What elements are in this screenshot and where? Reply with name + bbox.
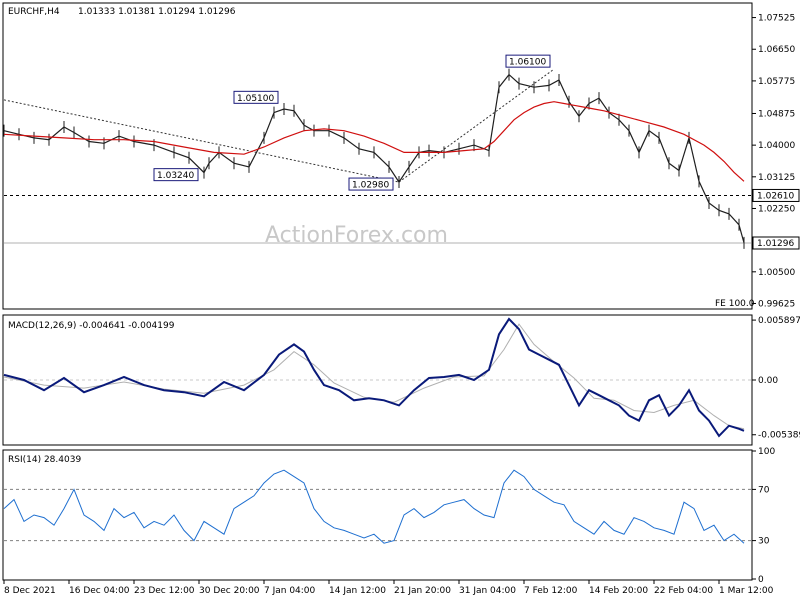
macd-panel: 0.005897 0.00 -0.005389 — [3, 316, 800, 441]
price-line — [3, 73, 745, 244]
macd-title: MACD(12,26,9) -0.004641 -0.004199 — [8, 321, 175, 331]
price-axis-tick-label: 1.02250 — [758, 204, 795, 214]
macd-signal-line — [3, 323, 745, 430]
price-axis-tick-label: 1.07525 — [758, 14, 795, 24]
price-axis-tick-label: 1.04875 — [758, 109, 795, 119]
price-axis-tick-label: 1.00500 — [758, 268, 795, 278]
rsi-axis-tick-label: 70 — [758, 485, 770, 495]
price-panel-frame — [2, 2, 753, 310]
ohlc-label: 1.01333 1.01381 1.01294 1.01296 — [78, 7, 236, 17]
price-annotation-box — [505, 54, 551, 68]
price-axis-tick-label: 1.05775 — [758, 77, 795, 87]
fe-label: FE 100.0 — [715, 299, 755, 309]
x-tick-label: 14 Feb 20:00 — [589, 586, 648, 596]
rsi-line — [3, 469, 745, 544]
hline-tag — [752, 188, 800, 202]
x-tick-label: 22 Feb 04:00 — [654, 586, 713, 596]
x-tick-label: 7 Jan 04:00 — [264, 586, 316, 596]
x-tick-label: 30 Dec 20:00 — [199, 586, 260, 596]
moving-average-line — [3, 101, 745, 182]
price-annotation-label: 1.02980 — [352, 181, 389, 191]
rsi-panel-frame — [2, 449, 753, 581]
trendline-0 — [3, 99, 400, 183]
macd-axis-tick-label: 0.005897 — [758, 316, 800, 326]
price-axis-tick-label: 1.03125 — [758, 173, 795, 183]
price-annotation-label: 1.05100 — [237, 94, 274, 104]
x-tick-label: 14 Jan 12:00 — [329, 586, 386, 596]
x-tick-label: 16 Dec 04:00 — [69, 586, 130, 596]
price-annotation-box — [348, 177, 394, 191]
x-axis: 8 Dec 2021 16 Dec 04:00 23 Dec 12:00 30 Dec… — [3, 580, 774, 596]
hline-tag-label: 1.02610 — [757, 191, 794, 201]
price-annotation-label: 1.06100 — [509, 58, 546, 68]
price-panel: 1.07525 1.06650 1.05775 1.04875 1.04000 1.031… — [3, 14, 800, 309]
watermark: ActionForex.com — [265, 223, 448, 248]
x-tick-label: 21 Jan 20:00 — [394, 586, 451, 596]
x-tick-label: 23 Dec 12:00 — [134, 586, 195, 596]
hline-tag-label: 1.01296 — [757, 239, 794, 249]
rsi-title: RSI(14) 28.4039 — [8, 455, 81, 465]
x-tick-label: 7 Feb 12:00 — [524, 586, 578, 596]
rsi-axis-tick-label: 100 — [758, 447, 775, 457]
price-axis-tick-label: 0.99625 — [758, 299, 795, 309]
price-axis-tick-label: 1.04000 — [758, 141, 795, 151]
rsi-panel: 100 70 30 0 — [3, 447, 775, 585]
price-annotation-box — [233, 90, 279, 104]
price-annotation-label: 1.03240 — [157, 171, 194, 181]
macd-axis-tick-label: -0.005389 — [758, 431, 800, 441]
rsi-axis-tick-label: 0 — [758, 575, 764, 585]
symbol-label: EURCHF,H4 — [8, 7, 60, 17]
hline-tag — [752, 236, 800, 250]
macd-axis-tick-label: 0.00 — [758, 376, 778, 386]
rsi-axis-tick-label: 30 — [758, 537, 770, 547]
x-tick-label: 8 Dec 2021 — [4, 586, 56, 596]
x-tick-label: 31 Jan 04:00 — [459, 586, 516, 596]
price-annotation-box — [153, 168, 199, 182]
price-axis-tick-label: 1.06650 — [758, 45, 795, 55]
macd-line — [3, 317, 745, 438]
x-tick-label: 1 Mar 12:00 — [719, 586, 774, 596]
